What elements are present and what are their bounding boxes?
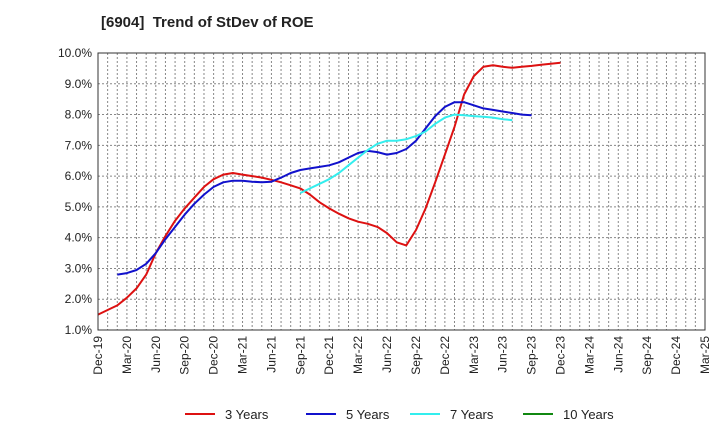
x-tick-label: Jun-24: [611, 336, 625, 373]
x-tick-label: Mar-25: [698, 336, 712, 374]
y-tick-label: 4.0%: [65, 231, 93, 245]
legend-label: 7 Years: [450, 407, 494, 422]
x-tick-label: Jun-23: [496, 336, 510, 373]
x-tick-label: Dec-23: [553, 336, 567, 375]
x-tick-label: Dec-24: [669, 336, 683, 375]
series-line-3-years: [97, 61, 561, 316]
y-tick-label: 7.0%: [65, 138, 93, 152]
y-axis-ticks: 1.0% 2.0% 3.0% 4.0% 5.0% 6.0% 7.0% 8.0% 9.0% 10.0…: [58, 46, 92, 337]
x-tick-label: Dec-19: [91, 336, 105, 375]
x-tick-label: Jun-22: [380, 336, 394, 373]
x-tick-label: Jun-20: [149, 336, 163, 373]
series-line-7-years: [299, 113, 513, 194]
x-tick-label: Jun-21: [264, 336, 278, 373]
x-tick-label: Sep-20: [178, 336, 192, 375]
x-tick-label: Mar-24: [582, 336, 596, 374]
legend-label: 10 Years: [563, 407, 614, 422]
y-tick-label: 3.0%: [65, 261, 93, 275]
series-line-5-years: [117, 101, 532, 276]
legend-label: 5 Years: [346, 407, 390, 422]
chart-title: [6904] Trend of StDev of ROE: [101, 14, 314, 31]
x-tick-label: Mar-21: [236, 336, 250, 374]
x-tick-label: Sep-23: [525, 336, 539, 375]
x-tick-label: Mar-23: [467, 336, 481, 374]
x-tick-label: Dec-22: [438, 336, 452, 375]
y-tick-label: 6.0%: [65, 169, 93, 183]
x-tick-label: Sep-21: [293, 336, 307, 375]
y-tick-label: 10.0%: [58, 46, 92, 60]
x-tick-label: Mar-22: [351, 336, 365, 374]
x-axis-ticks: Dec-19 Mar-20 Jun-20 Sep-20 Dec-20 Mar-21 Jun-…: [91, 336, 712, 375]
legend: 3 Years 5 Years 7 Years 10 Years: [185, 407, 614, 422]
x-tick-label: Dec-21: [322, 336, 336, 375]
x-tick-label: Sep-22: [409, 336, 423, 375]
y-tick-label: 9.0%: [65, 77, 93, 91]
y-tick-label: 1.0%: [65, 323, 93, 337]
y-tick-label: 2.0%: [65, 292, 93, 306]
legend-label: 3 Years: [225, 407, 269, 422]
y-tick-label: 5.0%: [65, 200, 93, 214]
x-tick-label: Mar-20: [120, 336, 134, 374]
series-layer: [97, 61, 561, 316]
x-tick-label: Dec-20: [207, 336, 221, 375]
x-tick-label: Sep-24: [640, 336, 654, 375]
plot-frame: [97, 52, 706, 331]
grid-layer: [98, 53, 705, 330]
y-tick-label: 8.0%: [65, 108, 93, 122]
